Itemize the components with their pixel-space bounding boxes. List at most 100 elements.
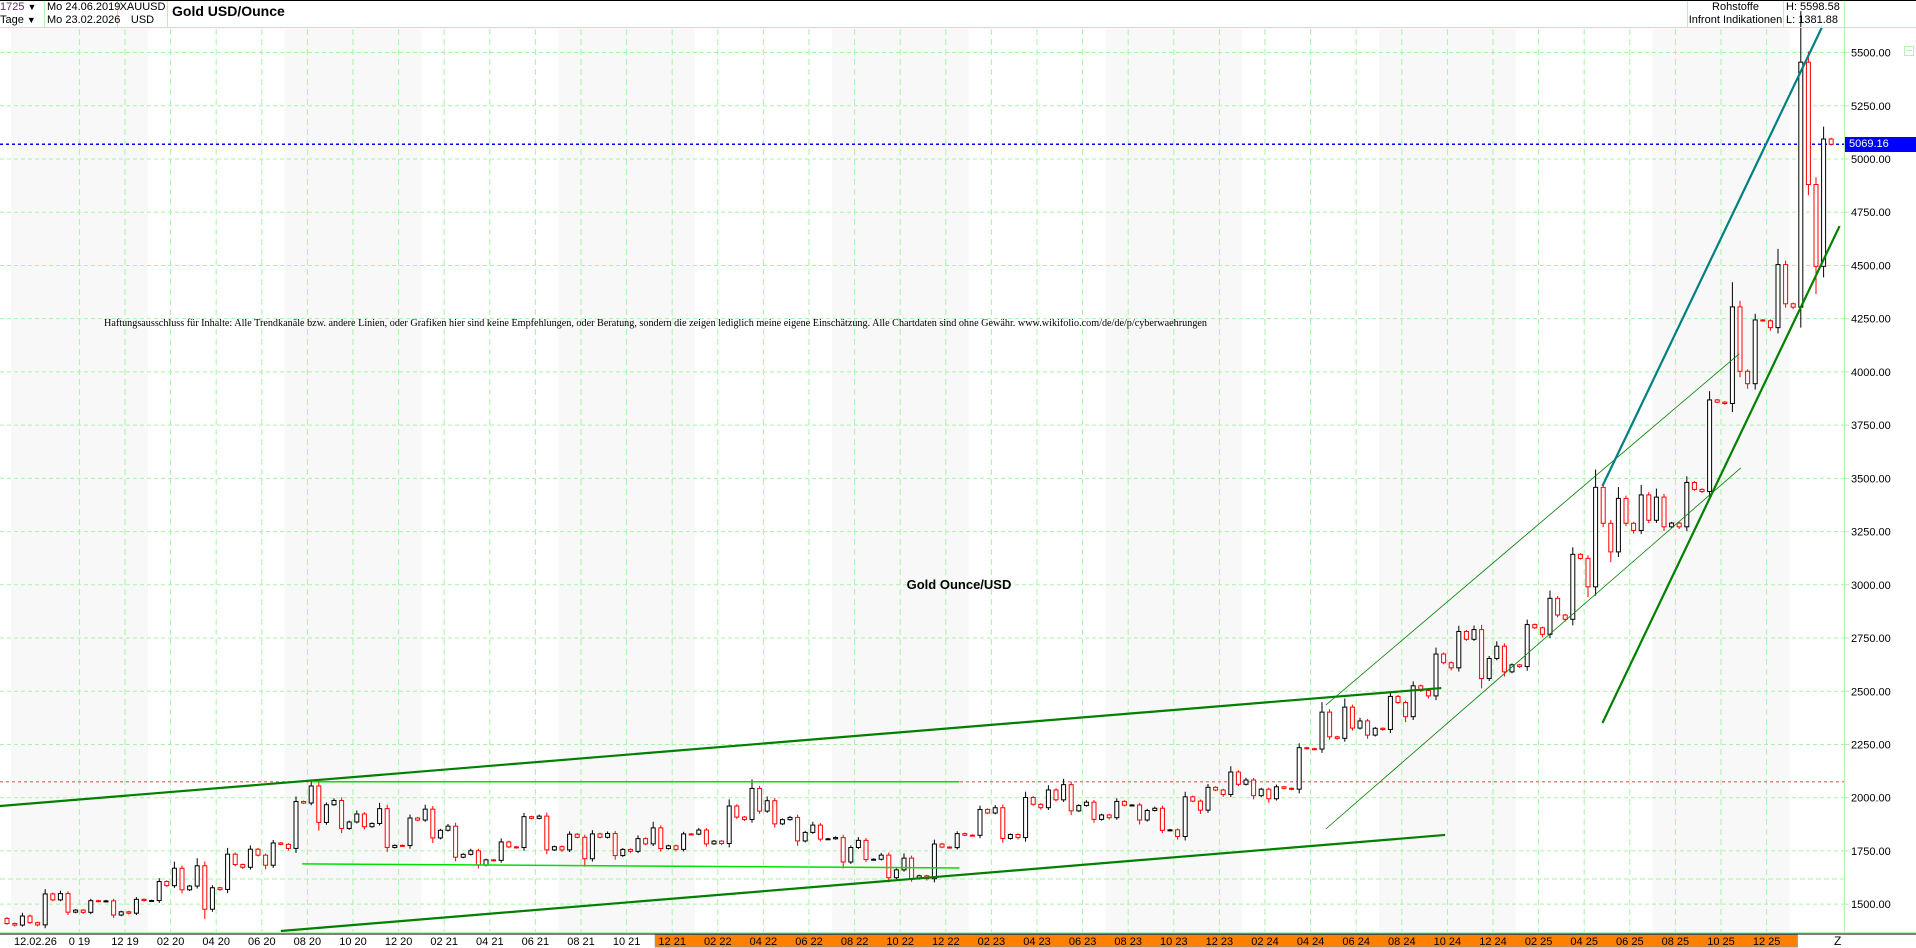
candle-body xyxy=(1714,399,1720,403)
candle-body xyxy=(848,847,854,863)
candle-body xyxy=(65,893,71,913)
trendline xyxy=(1325,353,1740,706)
candle-body xyxy=(1570,553,1576,620)
candle-body xyxy=(795,816,801,842)
bar-count-select[interactable]: 1725 ▼ Tage ▼ xyxy=(0,1,45,28)
candle-body xyxy=(1387,695,1393,730)
x-tick-label: 02 22 xyxy=(704,936,732,948)
period: Tage xyxy=(0,14,24,26)
candle-body xyxy=(703,829,709,845)
candle-body xyxy=(764,800,770,812)
chart-header: 1725 ▼ Tage ▼ Mo 24.06.2019 Mo 23.02.2026 … xyxy=(0,0,1916,28)
x-tick-label: 12 19 xyxy=(111,936,139,948)
candle-body xyxy=(445,825,451,831)
candle-body xyxy=(544,815,550,851)
candle-body xyxy=(19,915,25,926)
x-axis-end-label: Z xyxy=(1834,934,1841,948)
candle-body xyxy=(506,841,512,848)
x-tick-label: 04 22 xyxy=(750,936,778,948)
grid-lines xyxy=(0,29,1844,932)
candle-body xyxy=(293,800,299,849)
candle-body xyxy=(392,844,398,848)
candle-body xyxy=(1152,807,1158,811)
candle-body xyxy=(1076,805,1082,812)
candle-body xyxy=(719,840,725,845)
candle-body xyxy=(1684,481,1690,528)
candle-body xyxy=(810,824,816,833)
candle-body xyxy=(840,837,846,863)
candle-body xyxy=(1722,401,1728,404)
x-tick-label: 08 22 xyxy=(841,936,869,948)
candle-body xyxy=(475,850,481,866)
candle-body xyxy=(567,833,573,851)
candle-body xyxy=(1403,702,1409,718)
candle-body xyxy=(1258,788,1264,797)
candle-body xyxy=(1646,494,1652,521)
candle-body xyxy=(1463,630,1469,640)
x-tick-label: 12 21 xyxy=(658,936,686,948)
candle-body xyxy=(1030,796,1036,805)
candle-body xyxy=(529,816,535,819)
candle-body xyxy=(270,842,276,866)
candle-body xyxy=(179,867,185,891)
candle-body xyxy=(1593,486,1599,588)
chart-label: Gold Ounce/USD xyxy=(907,577,1012,592)
low-value: L: 1381.88 xyxy=(1786,14,1838,26)
x-tick-label: 10 21 xyxy=(613,936,641,948)
candle-body xyxy=(658,827,664,850)
candle-body xyxy=(1539,627,1545,635)
candle-body xyxy=(1349,706,1355,729)
candle-body xyxy=(726,805,732,845)
trendline xyxy=(1601,225,1841,724)
candle-body xyxy=(1121,800,1127,806)
candle-body xyxy=(399,844,405,847)
candle-body xyxy=(1205,786,1211,811)
x-tick-label: 06 23 xyxy=(1069,936,1097,948)
candle-body xyxy=(111,900,117,916)
collapse-icon[interactable] xyxy=(1904,46,1914,56)
candle-body xyxy=(1220,789,1226,795)
candle-body xyxy=(1137,804,1143,821)
candle-body xyxy=(1319,711,1325,750)
candle-body xyxy=(1425,690,1431,697)
x-tick-label: 12 25 xyxy=(1753,936,1781,948)
x-tick-label: 0 19 xyxy=(69,936,90,948)
trendline xyxy=(1325,467,1742,830)
candle-body xyxy=(1091,801,1097,820)
candle-body xyxy=(316,785,322,823)
candle-body xyxy=(1737,306,1743,372)
candle-body xyxy=(1494,645,1500,659)
candle-body xyxy=(1805,61,1811,186)
candle-body xyxy=(42,893,48,926)
candle-body xyxy=(1372,727,1378,736)
candle-body xyxy=(582,836,588,860)
candle-body xyxy=(1038,803,1044,809)
candle-body xyxy=(141,898,147,902)
candle-body xyxy=(1790,303,1796,308)
candle-body xyxy=(551,846,557,851)
candle-body xyxy=(612,833,618,857)
candle-body xyxy=(1691,481,1697,490)
candle-body xyxy=(232,853,238,866)
candle-body xyxy=(247,848,253,868)
candle-body xyxy=(772,800,778,825)
candle-body xyxy=(1669,522,1675,528)
candle-body xyxy=(194,865,200,887)
date-range[interactable]: Mo 24.06.2019 Mo 23.02.2026 xyxy=(45,1,120,28)
candle-body xyxy=(779,819,785,825)
y-tick-label: 4750.00 xyxy=(1851,207,1891,219)
y-tick-label: 3250.00 xyxy=(1851,527,1891,539)
candle-body xyxy=(95,900,101,903)
x-tick-label: 12 22 xyxy=(932,936,960,948)
candle-body xyxy=(80,909,86,913)
candle-body xyxy=(437,829,443,839)
candle-body xyxy=(1661,496,1667,528)
candle-body xyxy=(278,842,284,845)
symbol-cell: XAUUSD USD xyxy=(118,1,168,28)
candle-body xyxy=(225,853,231,890)
candle-body xyxy=(1395,695,1401,704)
candle-body xyxy=(1707,399,1713,492)
x-tick-label: 12 24 xyxy=(1479,936,1507,948)
candle-body xyxy=(164,881,170,887)
